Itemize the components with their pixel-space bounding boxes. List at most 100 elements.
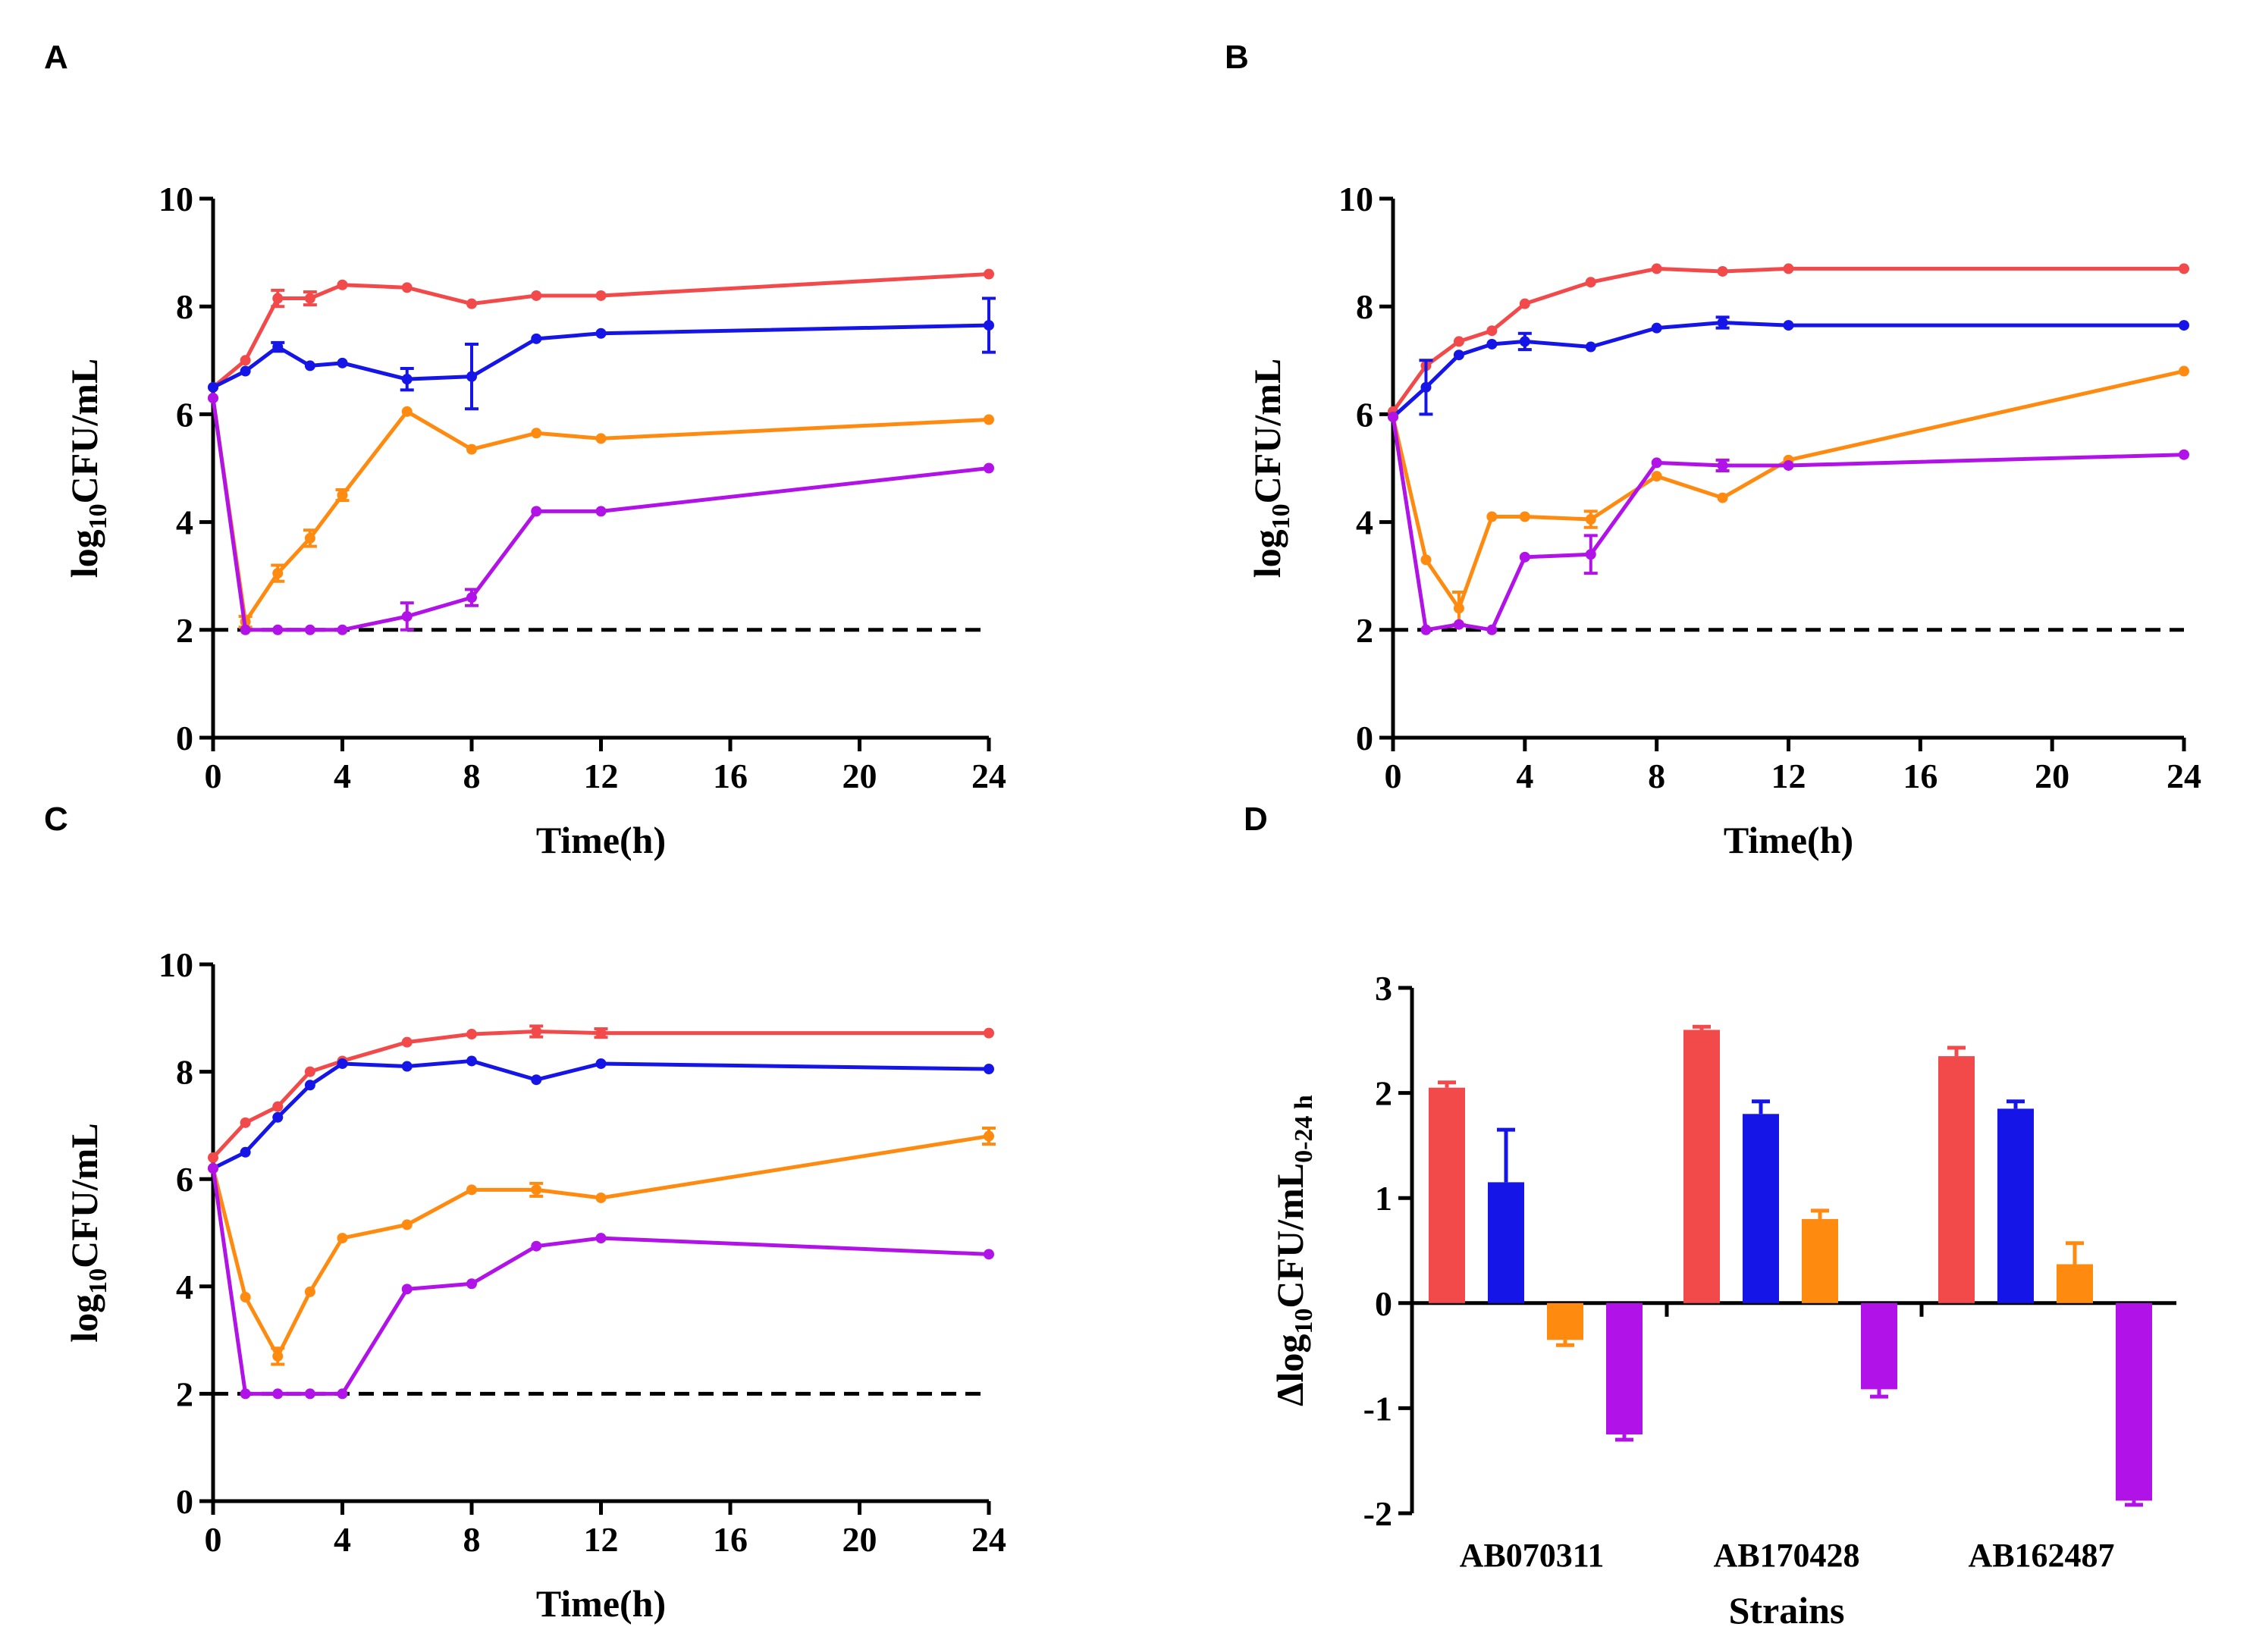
data-point-blue: [208, 381, 218, 393]
data-point-red: [466, 1029, 477, 1040]
data-point-purple: [272, 1388, 284, 1400]
data-point-purple: [466, 592, 477, 603]
y-tick-label: 4: [176, 1268, 193, 1306]
data-point-purple: [1486, 624, 1498, 635]
data-point-orange: [595, 433, 607, 444]
chart-d: -2 -1 0 1 2 3 AB070311 AB170428 AB162487 Strains Δ…: [1269, 969, 2176, 1632]
data-point-red: [337, 279, 348, 290]
data-point-purple: [337, 624, 348, 635]
x-tick-label: 16: [713, 757, 748, 795]
data-point-red: [1651, 263, 1662, 274]
series-line-blue: [212, 1058, 990, 1171]
data-point-orange: [240, 1291, 251, 1302]
data-point-purple: [1783, 459, 1794, 471]
data-point-purple: [272, 624, 284, 635]
data-point-blue: [466, 371, 477, 382]
data-point-blue: [595, 1058, 607, 1069]
y-axis-title-part: CFU/mL: [1246, 359, 1288, 504]
data-point-blue: [1420, 381, 1432, 393]
series-line-blue: [212, 323, 990, 390]
bar-red: [1683, 1030, 1720, 1303]
y-tick-label: -1: [1363, 1389, 1392, 1428]
data-point-purple: [304, 624, 315, 635]
series-line-purple: [211, 397, 990, 632]
data-point-red: [272, 293, 284, 304]
data-point-orange: [401, 1219, 413, 1230]
data-point-blue: [531, 333, 542, 344]
y-axis-title: log10CFU/mL: [63, 1123, 112, 1343]
x-tick-label: 12: [1771, 757, 1806, 795]
y-axis-title-part: CFU/mL: [1269, 1163, 1311, 1309]
y-axis-title-part: CFU/mL: [63, 1123, 105, 1268]
data-point-red: [240, 1117, 251, 1128]
series-line-red: [1391, 266, 2184, 413]
bar-blue: [1743, 1114, 1779, 1303]
data-point-red: [595, 290, 607, 301]
x-tick-label: 24: [971, 757, 1006, 795]
data-point-blue: [531, 1074, 542, 1086]
data-point-orange: [272, 1350, 284, 1362]
y-axis-title-prefix: Δ: [1269, 1382, 1311, 1406]
data-point-purple: [1651, 457, 1662, 469]
panel-label-b: B: [1225, 39, 1249, 76]
data-point-blue: [240, 365, 251, 377]
data-point-blue: [401, 374, 413, 385]
x-tick-label: 0: [1385, 757, 1402, 795]
y-axis-title: Δlog10CFU/mL0-24 h: [1269, 1095, 1318, 1406]
y-tick-label: 4: [1356, 503, 1373, 542]
data-point-purple: [401, 1284, 413, 1295]
data-point-red: [1453, 336, 1464, 347]
data-point-purple: [595, 1233, 607, 1244]
category-label: AB070311: [1460, 1537, 1605, 1574]
data-point-blue: [304, 360, 315, 371]
y-tick-label: 4: [176, 503, 193, 542]
data-point-blue: [984, 320, 994, 331]
y-tick-label: 10: [158, 945, 193, 984]
bar-purple: [2116, 1302, 2152, 1501]
panel-label-c: C: [44, 801, 68, 838]
data-point-blue: [304, 1080, 315, 1091]
data-point-orange: [1651, 471, 1662, 482]
y-axis-title: log10CFU/mL: [1246, 359, 1295, 578]
data-point-blue: [337, 357, 348, 368]
data-point-orange: [1420, 554, 1432, 566]
bar-red: [1429, 1087, 1465, 1303]
data-point-blue: [1783, 320, 1794, 331]
y-tick-label: 6: [1356, 395, 1373, 434]
y-tick-label: 10: [158, 180, 193, 218]
y-axis-title: log10CFU/mL: [63, 359, 112, 578]
y-tick-label: 2: [176, 611, 193, 650]
data-point-blue: [1717, 317, 1728, 328]
data-point-purple: [208, 1163, 218, 1174]
data-point-red: [401, 282, 413, 293]
bar-blue: [1488, 1182, 1524, 1303]
y-axis-title-part: log: [63, 529, 105, 578]
x-tick-label: 0: [205, 757, 222, 795]
y-tick-label: 1: [1375, 1179, 1392, 1218]
series-line-purple: [1391, 416, 2185, 632]
data-point-red: [2179, 263, 2189, 274]
data-point-orange: [1717, 492, 1728, 503]
data-point-purple: [531, 1240, 542, 1252]
data-point-purple: [1519, 551, 1530, 563]
data-point-purple: [240, 624, 251, 635]
data-point-red: [208, 1152, 218, 1163]
y-tick-label: 0: [1356, 719, 1373, 757]
data-point-purple: [466, 1278, 477, 1290]
x-tick-label: 4: [334, 1520, 351, 1559]
data-point-purple: [984, 462, 994, 474]
data-point-orange: [272, 568, 284, 579]
data-point-purple: [1388, 411, 1398, 422]
y-axis-title-subscript: 0-24 h: [1290, 1095, 1318, 1163]
data-point-orange: [1585, 514, 1596, 525]
data-point-blue: [401, 1061, 413, 1072]
data-point-purple: [1717, 459, 1728, 471]
data-point-orange: [304, 532, 315, 544]
bar-orange: [2057, 1264, 2093, 1303]
series-line-orange: [1391, 369, 2185, 610]
x-axis-title: Time(h): [536, 819, 666, 861]
bar-orange: [1547, 1302, 1583, 1340]
y-axis-title-part: log: [63, 1294, 105, 1343]
x-tick-label: 8: [1648, 757, 1665, 795]
